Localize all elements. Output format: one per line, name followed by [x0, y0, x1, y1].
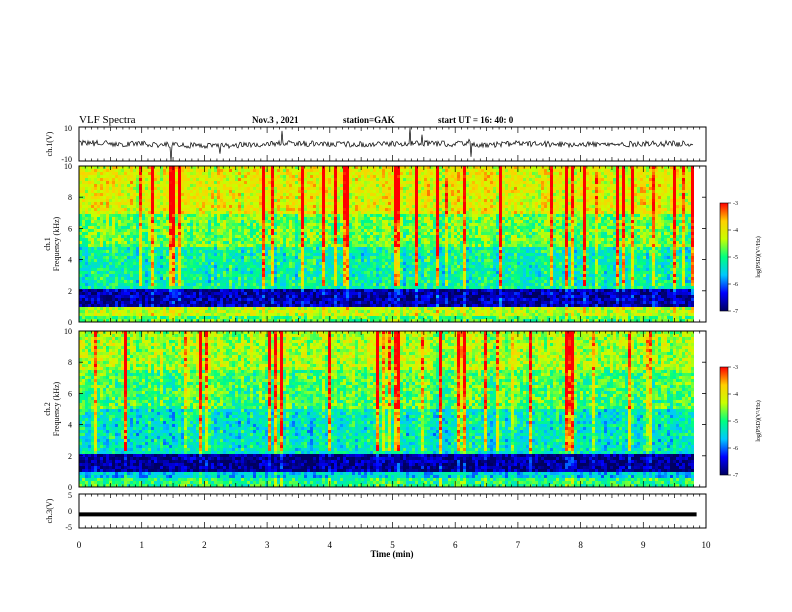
ch1-frequency-ticks: 0 2 4 6 8 10 — [64, 162, 706, 327]
time-tick-label: 4 — [328, 540, 333, 550]
ch3-waveform-panel: 5 0 -5 ch.3(V) — [45, 491, 707, 532]
time-tick-label: 2 — [202, 540, 207, 550]
ch1-waveform-trace — [78, 127, 694, 162]
frequency-tick-label: 0 — [68, 483, 72, 492]
frequency-tick-label: 0 — [68, 318, 72, 327]
ch2-frequency-axis-label: Frequency (kHz) — [52, 381, 61, 436]
colorbar-tick-label: -7 — [733, 309, 738, 315]
ch3-ytick-top: 5 — [68, 491, 72, 500]
ch2-spectrogram-image — [79, 331, 706, 487]
ch1-ytick-bottom: -10 — [61, 155, 72, 164]
ch1-spectrogram-image — [79, 166, 706, 322]
colorbar-tick-label: -4 — [733, 392, 738, 398]
station-label: station=GAK — [343, 115, 395, 125]
ch1-colorbar-ticks: -3 -4 -5 -6 -7 — [728, 201, 738, 315]
frequency-tick-label: 6 — [68, 224, 72, 233]
time-tick-label: 6 — [453, 540, 458, 550]
ch3-ytick-mid: 0 — [68, 507, 72, 516]
time-tick-label: 3 — [265, 540, 270, 550]
ch2-colorbar-gradient — [720, 367, 728, 475]
time-tick-label: 9 — [641, 540, 646, 550]
figure-title: VLF Spectra — [79, 114, 136, 126]
colorbar-tick-label: -4 — [733, 228, 738, 234]
time-tick-label: 5 — [390, 540, 395, 550]
colorbar-tick-label: -3 — [733, 201, 738, 207]
frequency-tick-label: 8 — [68, 193, 72, 202]
colorbar-tick-label: -6 — [733, 446, 738, 452]
ch2-spectrogram-panel: 0 2 4 6 8 10 ch.2 Frequency (kHz) — [43, 327, 707, 492]
time-tick-label: 8 — [578, 540, 583, 550]
colorbar-tick-label: -7 — [733, 473, 738, 479]
ch1-spectrogram-panel: 0 2 4 6 8 10 ch.1 Frequency (kHz) — [43, 162, 707, 327]
time-tick-label: 7 — [516, 540, 521, 550]
frequency-tick-label: 6 — [68, 389, 72, 398]
ch1-frequency-axis-label: Frequency (kHz) — [52, 216, 61, 271]
ch1-waveform-panel: 10 -10 ch.1(V) — [45, 124, 707, 164]
time-tick-label: 0 — [77, 540, 82, 550]
ch1-colorbar-label: log(PSD)(V²/Hz) — [755, 236, 762, 277]
colorbar-tick-label: -6 — [733, 282, 738, 288]
ch1-colorbar: -3 -4 -5 -6 -7 log(PSD)(V²/Hz) — [719, 201, 762, 315]
ch1-ytick-top: 10 — [64, 124, 72, 133]
ch1-colorbar-gradient — [720, 203, 728, 311]
frequency-tick-label: 4 — [68, 421, 72, 430]
ch1-waveform-ylabel: ch.1(V) — [45, 131, 54, 156]
start-time-label: start UT = 16: 40: 0 — [438, 115, 514, 125]
time-tick-label: 10 — [702, 540, 712, 550]
ch1-channel-label: ch.1 — [43, 237, 52, 251]
frequency-tick-label: 4 — [68, 256, 72, 265]
frequency-tick-label: 10 — [64, 327, 72, 336]
frequency-tick-label: 8 — [68, 358, 72, 367]
ch2-colorbar-label: log(PSD)(V²/Hz) — [755, 400, 762, 441]
ch2-channel-label: ch.2 — [43, 402, 52, 416]
frequency-tick-label: 2 — [68, 452, 72, 461]
ch2-colorbar-ticks: -3 -4 -5 -6 -7 — [728, 365, 738, 479]
ch2-colorbar: -3 -4 -5 -6 -7 log(PSD)(V²/Hz) — [719, 365, 762, 479]
time-ticks: 0 1 2 3 4 5 6 7 8 9 10 — [77, 127, 711, 550]
frequency-tick-label: 2 — [68, 287, 72, 296]
ch3-ytick-bottom: -5 — [65, 523, 72, 532]
colorbar-tick-label: -5 — [733, 419, 738, 425]
date-label: Nov.3 , 2021 — [252, 115, 299, 125]
time-tick-label: 1 — [139, 540, 144, 550]
colorbar-tick-label: -5 — [733, 255, 738, 261]
frequency-tick-label: 10 — [64, 162, 72, 171]
ch3-waveform-ylabel: ch.3(V) — [45, 498, 54, 523]
colorbar-tick-label: -3 — [733, 365, 738, 371]
ch2-frequency-ticks: 0 2 4 6 8 10 — [64, 327, 706, 492]
x-axis-label: Time (min) — [370, 549, 413, 559]
